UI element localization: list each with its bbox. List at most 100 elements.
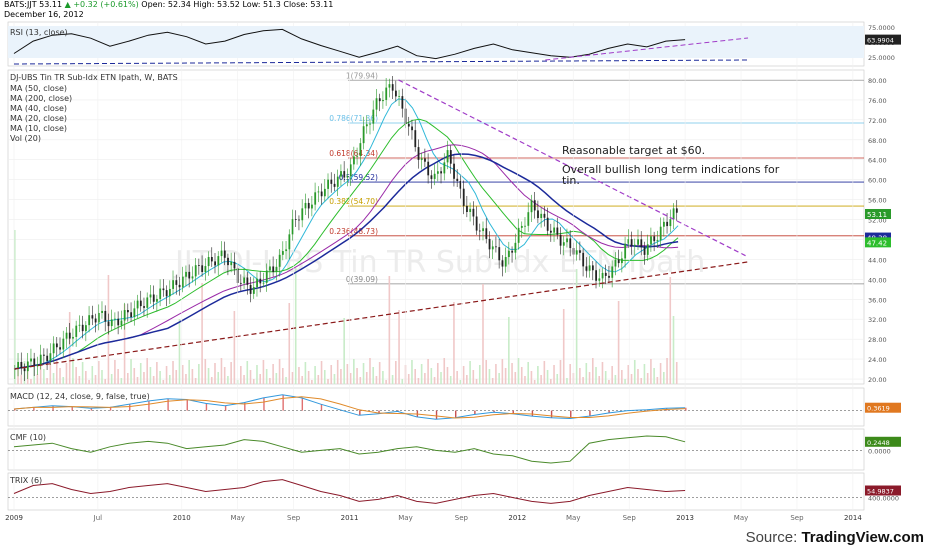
volume-bar (365, 372, 368, 384)
chart-date: December 16, 2012 (4, 10, 84, 19)
volume-bar (627, 365, 630, 384)
trix-line (13, 479, 686, 504)
candle-body (275, 266, 278, 272)
volume-bar (353, 359, 355, 384)
candle-body (478, 230, 481, 232)
chart-header: BATS:JJT 53.11 ▲ +0.32 (+0.61%) Open: 52… (4, 0, 333, 20)
candle-body (114, 318, 116, 320)
legend-ma50: MA (50, close) (10, 84, 68, 93)
candle-body (68, 332, 71, 339)
volume-bar (275, 373, 278, 384)
volume-bar (491, 378, 494, 384)
candle-body (608, 275, 610, 278)
volume-bar (601, 362, 604, 384)
candle-body (436, 171, 439, 174)
candle-body (417, 147, 420, 160)
candle-body (443, 162, 446, 174)
candle-body (72, 336, 74, 339)
volume-bar (604, 371, 607, 384)
candle-body (550, 230, 552, 233)
volume-bar (252, 379, 255, 384)
candle-body (291, 219, 294, 235)
cmf-badge (865, 436, 901, 447)
candle-body (78, 324, 81, 326)
volume-bar (488, 369, 491, 384)
macd-histogram-bar (397, 410, 399, 412)
candle-body (433, 173, 436, 179)
candle-body (256, 278, 258, 288)
candle-body (133, 308, 136, 318)
volume-bar (598, 376, 601, 384)
volume-bar (482, 284, 484, 384)
x-tick-label: Sep (455, 514, 469, 522)
candle-body (633, 244, 636, 246)
volume-bar (398, 310, 400, 384)
candle-body (424, 158, 426, 162)
volume-bar (256, 365, 258, 384)
macd-histogram-bar (263, 397, 265, 411)
volume-bar (333, 374, 336, 384)
volume-bar (104, 379, 107, 384)
close-value: 53.11 (310, 0, 334, 9)
candle-body (440, 171, 443, 174)
candle-body (598, 278, 601, 281)
candle-body (656, 240, 659, 242)
candle-body (343, 171, 346, 178)
volume-bar (240, 366, 242, 384)
volume-bar (608, 380, 610, 384)
candle-body (223, 250, 226, 258)
volume-bar (149, 367, 152, 384)
candle-body (59, 347, 62, 350)
candle-body (391, 84, 394, 91)
y-tick-label: 72.00 (868, 117, 887, 125)
volume-bar (378, 362, 381, 384)
candle-body (546, 217, 549, 231)
legend-ma200: MA (200, close) (10, 94, 73, 103)
volume-bar (139, 363, 142, 384)
candle-body (559, 234, 562, 246)
candle-body (191, 276, 194, 279)
volume-bar (117, 369, 119, 384)
volume-bar (669, 277, 672, 384)
y-tick-label: 36.00 (868, 296, 887, 304)
candle-body (543, 213, 546, 218)
volume-bar (617, 301, 620, 384)
volume-bar (230, 362, 232, 384)
candle-body (517, 227, 520, 243)
volume-bar (285, 377, 287, 384)
candle-body (553, 227, 556, 233)
x-tick-label: 2009 (5, 514, 23, 522)
candle-body (485, 228, 488, 239)
volume-bar (411, 360, 413, 384)
cmf-tick-label: 0.0000 (868, 447, 891, 455)
low-label: Low: (242, 0, 261, 9)
candle-body (466, 205, 468, 212)
volume-bar (185, 374, 187, 384)
candle-body (411, 126, 413, 131)
candle-body (591, 265, 594, 271)
volume-bar (168, 375, 171, 384)
source-credit[interactable]: Source: TradingView.com (746, 529, 924, 546)
candle-body (582, 252, 585, 267)
volume-bar (556, 374, 559, 384)
candle-body (104, 310, 107, 322)
candle-body (26, 361, 29, 372)
candle-body (91, 315, 94, 319)
candle-body (269, 266, 271, 271)
volume-bar (375, 376, 378, 384)
price-badge (865, 208, 891, 219)
candle-body (385, 87, 388, 100)
candle-body (36, 364, 39, 367)
candle-body (401, 96, 404, 109)
volume-bar (469, 361, 471, 384)
candle-body (75, 325, 78, 337)
volume-bar (514, 372, 517, 384)
volume-bar (343, 318, 345, 384)
macd-histogram-bar (186, 399, 188, 411)
x-tick-label: May (734, 514, 748, 522)
volume-bar (327, 379, 329, 384)
candle-body (46, 355, 49, 361)
volume-bar (659, 363, 662, 384)
volume-bar (653, 368, 655, 384)
